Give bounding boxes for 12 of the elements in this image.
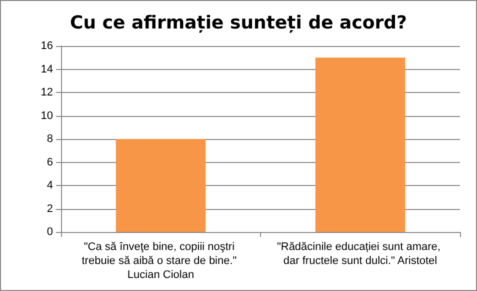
chart-title: Cu ce afirmație sunteți de acord?	[70, 12, 407, 34]
y-tick-label: 14	[40, 63, 53, 76]
y-tick-label: 10	[40, 110, 53, 122]
y-tick-label: 8	[46, 133, 53, 145]
x-tick-label: "Rădăcinile educației sunt amare, dar fructele sunt dulci." Aristotel	[276, 241, 444, 267]
y-tick-label: 6	[46, 156, 53, 168]
y-tick-label: 2	[46, 202, 53, 215]
y-tick-label: 12	[40, 86, 53, 98]
y-tick-label: 16	[40, 40, 53, 52]
y-tick-label: 0	[46, 226, 53, 238]
x-tick-label: "Ca să înveţe bine, copiii noştri trebuie să aibă o stare de bine." Lucian Ciolan	[82, 241, 240, 281]
y-tick-label: 4	[46, 180, 53, 192]
